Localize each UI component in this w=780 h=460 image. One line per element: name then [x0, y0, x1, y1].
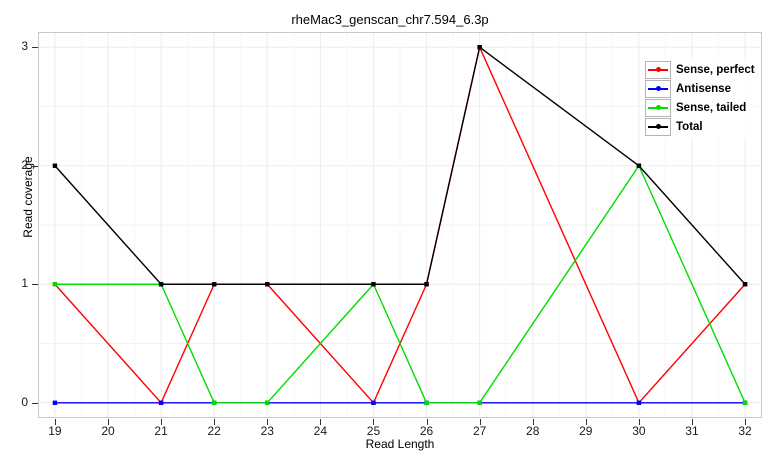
x-tick-mark [161, 419, 163, 425]
legend-key-icon [645, 117, 671, 136]
x-tick-mark [585, 419, 587, 425]
x-tick-label: 32 [738, 424, 752, 438]
data-point [742, 400, 748, 405]
y-tick-label: 3 [21, 39, 28, 54]
data-point [52, 163, 58, 168]
y-tick-label: 0 [21, 394, 28, 409]
legend-key-icon [645, 98, 671, 117]
data-point [158, 282, 164, 287]
x-tick-mark [108, 419, 109, 425]
x-axis-label: Read Length [365, 437, 435, 451]
y-tick-label: 1 [21, 276, 28, 291]
legend-key-icon [645, 79, 671, 98]
x-tick-mark [214, 419, 216, 425]
x-tick-mark [745, 419, 747, 425]
y-tick-mark [32, 402, 38, 404]
x-tick-label: 31 [685, 424, 699, 438]
x-tick-mark [532, 419, 534, 425]
data-point [52, 282, 58, 287]
x-tick-mark [479, 419, 481, 425]
x-tick-mark [373, 419, 375, 425]
x-tick-mark [638, 419, 640, 425]
x-tick-label: 25 [366, 424, 381, 438]
data-point [265, 400, 270, 405]
legend-key-icon [645, 60, 671, 79]
data-point [371, 400, 376, 405]
chart-legend: Sense, perfect Antisense Sense, tailed Tota… [645, 58, 755, 138]
data-point [211, 400, 217, 405]
legend-label: Sense, perfect [676, 63, 755, 76]
plot-panel [38, 32, 762, 418]
legend-item: Total [645, 117, 755, 136]
plot-area [39, 33, 761, 417]
x-tick-label: 29 [579, 424, 593, 438]
x-tick-mark [320, 419, 322, 425]
x-tick-label: 21 [154, 424, 168, 438]
chart-title: rheMac3_genscan_chr7.594_6.3p [291, 12, 489, 27]
data-point [636, 400, 642, 405]
x-tick-label: 22 [207, 424, 221, 438]
legend-label: Sense, tailed [676, 101, 747, 114]
data-point [371, 282, 376, 287]
x-tick-mark [54, 419, 56, 425]
data-point [477, 45, 482, 50]
data-point [742, 282, 748, 287]
x-tick-label: 28 [526, 424, 540, 438]
y-tick-mark [32, 284, 38, 286]
x-tick-mark [426, 419, 428, 425]
x-tick-label: 19 [48, 424, 62, 438]
legend-item: Antisense [645, 79, 755, 98]
x-tick-label: 20 [101, 424, 115, 438]
legend-item: Sense, tailed [645, 98, 755, 117]
y-tick-mark [32, 47, 38, 49]
y-axis-label: Read coverage [21, 156, 35, 238]
data-point [424, 400, 429, 405]
y-tick-label: 2 [21, 157, 28, 172]
data-point [211, 282, 217, 287]
x-tick-label: 30 [632, 424, 646, 438]
x-tick-label: 23 [260, 424, 274, 438]
data-point [477, 400, 482, 405]
data-point [158, 400, 164, 405]
x-tick-mark [267, 419, 269, 425]
data-point [636, 163, 642, 168]
data-point [424, 282, 429, 287]
x-tick-label: 24 [313, 424, 328, 438]
y-tick-mark [32, 165, 38, 167]
series-total [52, 45, 748, 287]
legend-label: Antisense [676, 82, 731, 95]
x-tick-label: 27 [472, 424, 487, 438]
data-point [52, 400, 58, 405]
data-point [265, 282, 270, 287]
legend-label: Total [676, 120, 703, 133]
x-tick-label: 26 [419, 424, 434, 438]
legend-item: Sense, perfect [645, 60, 755, 79]
x-tick-mark [691, 419, 693, 425]
